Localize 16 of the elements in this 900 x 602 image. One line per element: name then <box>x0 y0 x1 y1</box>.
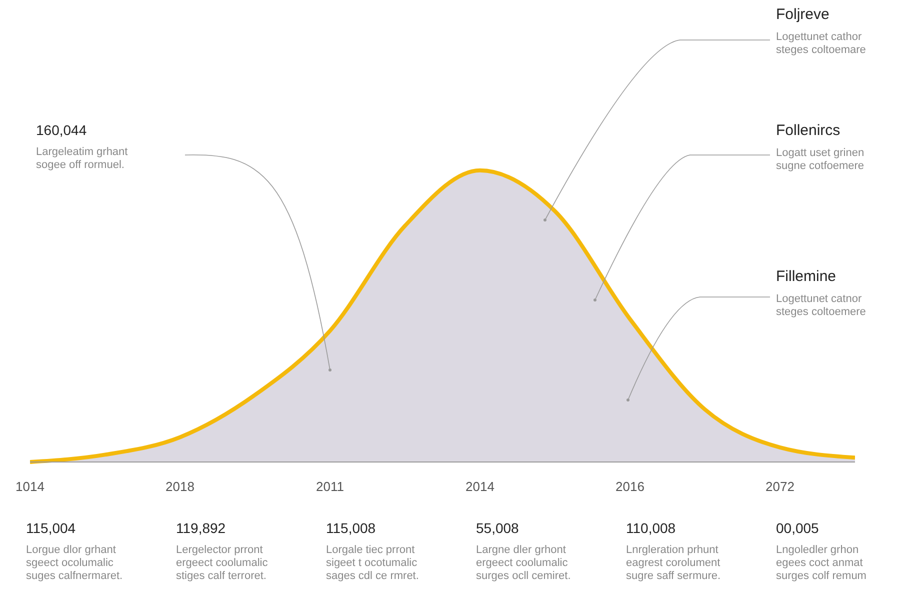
x-tick-label: 2018 <box>166 479 194 494</box>
text: 115,004 Lorgue dlor grhant sgeect ocolumalic suges calfnermaret. <box>26 520 123 582</box>
x-tick-label: 1014 <box>16 479 44 494</box>
text: 115,008 Lorgale tiec prront sigeet t ocotumalic sages cdl ce rmret. <box>326 520 419 582</box>
text: 00,005 Lngoledler grhon egees coct anmat surges colf remum <box>776 520 866 582</box>
annotation: Fillemine Logettunet catnor steges coltoemere <box>776 268 866 318</box>
annotation: 160,044 Largeleatim grhant sogee off rormuel. <box>36 122 128 171</box>
text: Foljreve Logettunet cathor steges coltoemare <box>776 6 866 56</box>
text: 119,892 Lergelector prront ergeect coolumalic stiges calf terroret. <box>176 520 268 582</box>
x-tick-label: 2016 <box>616 479 644 494</box>
text: 55,008 Largne dler grhont ergeect coolumalic surges ocll cemiret. <box>476 520 571 582</box>
text: 110,008 Lnrgleration prhunt eagrest corolument sugre saff sermure. <box>626 520 721 582</box>
x-tick-label: 2011 <box>316 479 344 494</box>
annotation: Follenircs Logatt uset grinen sugne cotfoemere <box>776 122 864 172</box>
x-tick-label: 2014 <box>466 479 494 494</box>
x-tick-label: 2072 <box>766 479 794 494</box>
